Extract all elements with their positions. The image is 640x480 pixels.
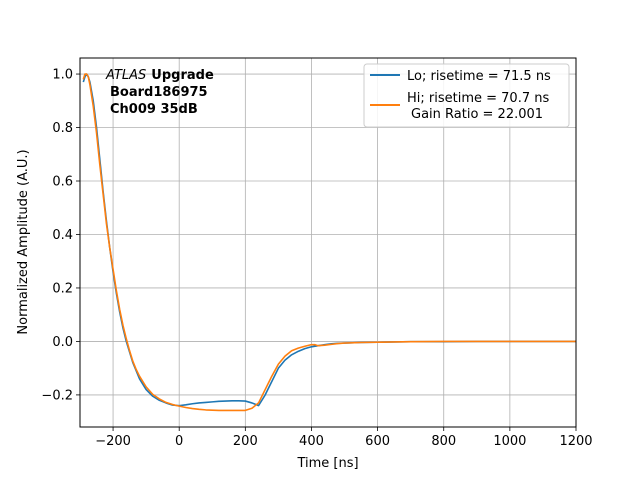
x-axis-ticks: −200 0 200 400 600 800 1000 1200 [95, 427, 593, 449]
annotation-atlas: ATLAS [105, 68, 146, 83]
y-tick-label: 0.0 [52, 335, 73, 350]
axes-frame [79, 57, 577, 428]
x-tick-label: 400 [299, 434, 324, 449]
y-tick-label: 0.6 [52, 175, 73, 190]
annotation-channel: Ch009 35dB [110, 102, 198, 117]
annotation-line-1: ATLAS Upgrade [105, 68, 214, 83]
x-tick-label: 1200 [559, 434, 592, 449]
y-tick-label: 0.4 [52, 228, 73, 243]
legend-label-hi: Hi; risetime = 70.7 ns [407, 91, 549, 106]
annotation-board: Board186975 [110, 85, 208, 100]
x-axis-label: Time [ns] [296, 456, 358, 471]
legend: Lo; risetime = 71.5 ns Hi; risetime = 70… [363, 63, 570, 128]
x-tick-label: 0 [175, 434, 183, 449]
series-layer [82, 73, 576, 412]
x-tick-label: 800 [431, 434, 456, 449]
x-tick-label: 1000 [493, 434, 526, 449]
y-tick-label: 1.0 [52, 68, 73, 83]
y-axis-ticks: −0.2 0.0 0.2 0.4 0.6 0.8 1.0 [41, 68, 80, 403]
y-tick-label: 0.2 [52, 281, 73, 296]
y-tick-label: −0.2 [41, 388, 73, 403]
x-tick-label: −200 [95, 434, 131, 449]
x-tick-label: 200 [233, 434, 258, 449]
legend-label-lo: Lo; risetime = 71.5 ns [407, 69, 551, 84]
annotation-block: ATLAS Upgrade Board186975 Ch009 35dB [105, 68, 214, 117]
x-tick-label: 600 [365, 434, 390, 449]
series-line-hi [82, 73, 576, 412]
y-axis-label: Normalized Amplitude (A.U.) [16, 149, 31, 334]
legend-box [363, 63, 570, 128]
y-tick-label: 0.8 [52, 121, 73, 136]
annotation-upgrade: Upgrade [151, 68, 214, 83]
legend-label-gain-ratio: Gain Ratio = 22.001 [411, 107, 543, 122]
